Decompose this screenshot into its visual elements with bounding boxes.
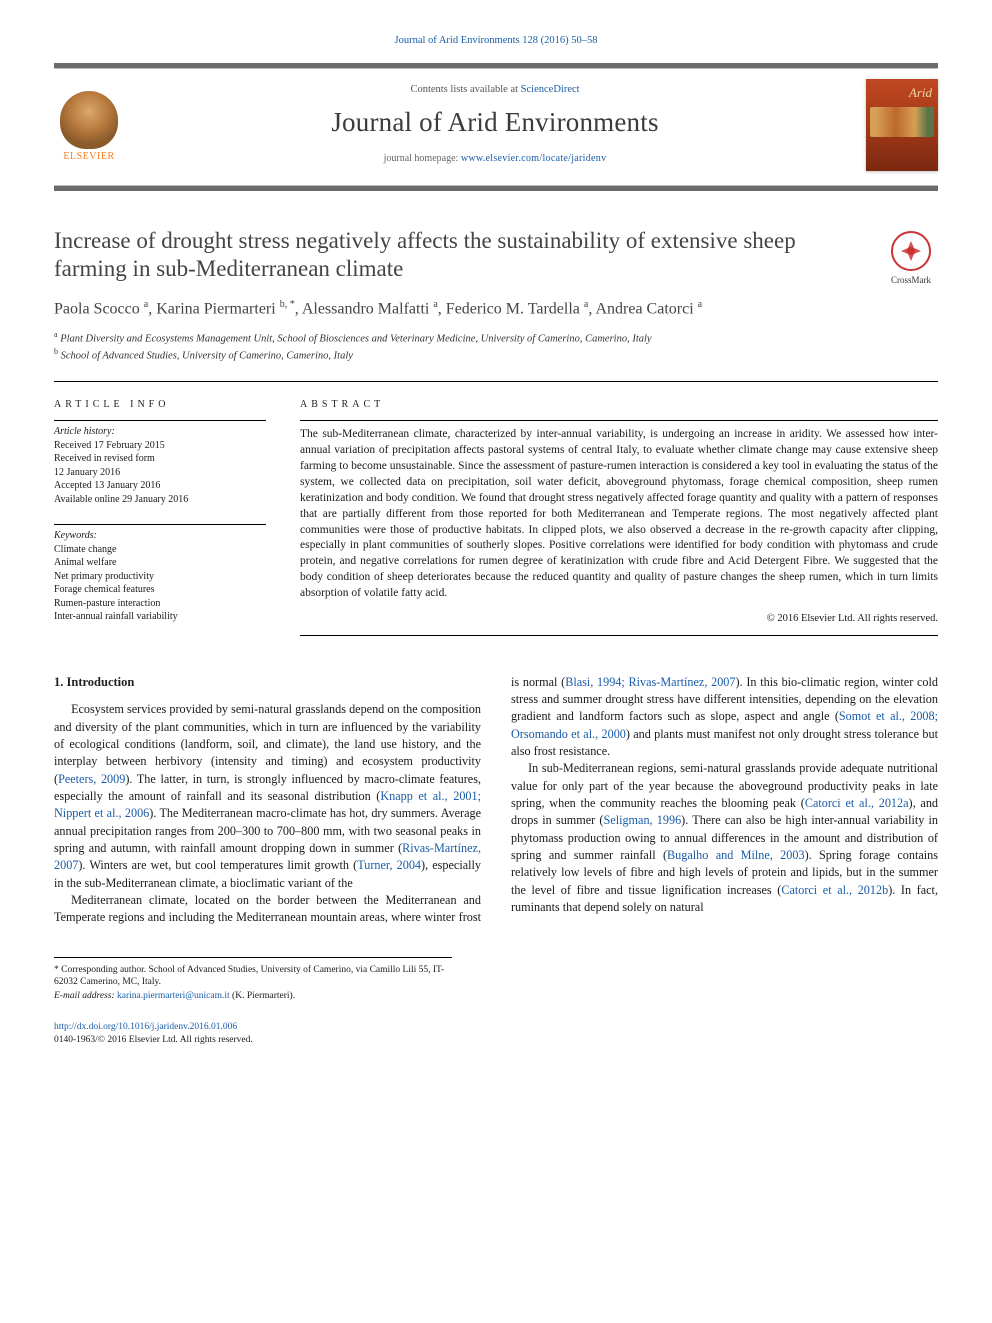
homepage-prefix: journal homepage:	[384, 153, 461, 164]
abstract-copyright: © 2016 Elsevier Ltd. All rights reserved…	[300, 612, 938, 627]
email-line: E-mail address: karina.piermarteri@unica…	[54, 990, 452, 1003]
history-line-3: Accepted 13 January 2016	[54, 479, 266, 493]
email-person: (K. Piermarteri).	[232, 991, 295, 1001]
issn-copyright-line: 0140-1963/© 2016 Elsevier Ltd. All right…	[54, 1035, 253, 1045]
history-line-2: 12 January 2016	[54, 466, 266, 480]
affiliation-a: a Plant Diversity and Ecosystems Managem…	[54, 330, 864, 347]
abstract-bottom-rule	[300, 635, 938, 636]
info-abstract-row: ARTICLE INFO Article history: Received 1…	[54, 388, 938, 635]
crossmark-label: CrossMark	[891, 274, 931, 287]
authors-list: Paola Scocco a, Karina Piermarteri b, *,…	[54, 298, 864, 320]
info-rule-1	[54, 420, 266, 421]
crossmark-icon	[891, 231, 931, 271]
section-1-heading: 1. Introduction	[54, 674, 481, 692]
crossmark-badge[interactable]: CrossMark	[884, 231, 938, 287]
keyword-1: Animal welfare	[54, 556, 266, 570]
body-two-column: 1. Introduction Ecosystem services provi…	[54, 674, 938, 927]
history-line-4: Available online 29 January 2016	[54, 493, 266, 507]
email-link[interactable]: karina.piermarteri@unicam.it	[117, 991, 230, 1001]
keywords-label: Keywords:	[54, 530, 97, 541]
doi-link[interactable]: http://dx.doi.org/10.1016/j.jaridenv.201…	[54, 1022, 237, 1032]
keyword-2: Net primary productivity	[54, 570, 266, 584]
info-rule-2	[54, 524, 266, 525]
abstract-rule	[300, 420, 938, 421]
body-para-3: In sub-Mediterranean regions, semi-natur…	[511, 760, 938, 916]
history-label: Article history:	[54, 426, 115, 437]
homepage-line: journal homepage: www.elsevier.com/locat…	[142, 152, 848, 166]
abstract-heading: ABSTRACT	[300, 398, 938, 412]
page-root: Journal of Arid Environments 128 (2016) …	[0, 0, 992, 1087]
header-center: Contents lists available at ScienceDirec…	[142, 83, 848, 165]
journal-cover-thumbnail: Arid	[866, 79, 938, 171]
contents-prefix: Contents lists available at	[410, 84, 520, 95]
journal-header: ELSEVIER Contents lists available at Sci…	[54, 68, 938, 186]
elsevier-tree-icon	[60, 91, 118, 149]
journal-name: Journal of Arid Environments	[142, 104, 848, 142]
affiliation-b: b School of Advanced Studies, University…	[54, 347, 864, 364]
abstract-column: ABSTRACT The sub-Mediterranean climate, …	[300, 388, 938, 635]
corresponding-author-note: * Corresponding author. School of Advanc…	[54, 964, 452, 990]
cover-title-text: Arid	[909, 84, 932, 102]
doi-block: http://dx.doi.org/10.1016/j.jaridenv.201…	[54, 1021, 938, 1047]
contents-lists-line: Contents lists available at ScienceDirec…	[142, 83, 848, 98]
keyword-5: Inter-annual rainfall variability	[54, 610, 266, 624]
affiliation-a-text: Plant Diversity and Ecosystems Managemen…	[60, 334, 651, 345]
homepage-link[interactable]: www.elsevier.com/locate/jaridenv	[461, 153, 607, 164]
elsevier-logo: ELSEVIER	[54, 86, 124, 164]
title-block: Increase of drought stress negatively af…	[54, 227, 938, 364]
top-citation: Journal of Arid Environments 128 (2016) …	[54, 34, 938, 49]
email-label: E-mail address:	[54, 991, 115, 1001]
article-info-heading: ARTICLE INFO	[54, 398, 266, 412]
elsevier-logo-text: ELSEVIER	[63, 150, 114, 164]
article-title: Increase of drought stress negatively af…	[54, 227, 864, 285]
bottom-bar	[54, 186, 938, 191]
keyword-0: Climate change	[54, 543, 266, 557]
footnotes: * Corresponding author. School of Advanc…	[54, 957, 452, 1003]
cover-map-graphic	[870, 107, 934, 137]
affiliation-b-text: School of Advanced Studies, University o…	[61, 350, 353, 361]
keyword-4: Rumen-pasture interaction	[54, 597, 266, 611]
sciencedirect-link[interactable]: ScienceDirect	[521, 84, 580, 95]
rule-above-info	[54, 381, 938, 382]
affiliations: a Plant Diversity and Ecosystems Managem…	[54, 330, 864, 363]
abstract-text: The sub-Mediterranean climate, character…	[300, 427, 938, 601]
article-info-column: ARTICLE INFO Article history: Received 1…	[54, 388, 266, 635]
body-para-1: Ecosystem services provided by semi-natu…	[54, 701, 481, 892]
history-line-1: Received in revised form	[54, 452, 266, 466]
crossmark-check-icon	[898, 238, 924, 264]
history-line-0: Received 17 February 2015	[54, 439, 266, 453]
keyword-3: Forage chemical features	[54, 583, 266, 597]
